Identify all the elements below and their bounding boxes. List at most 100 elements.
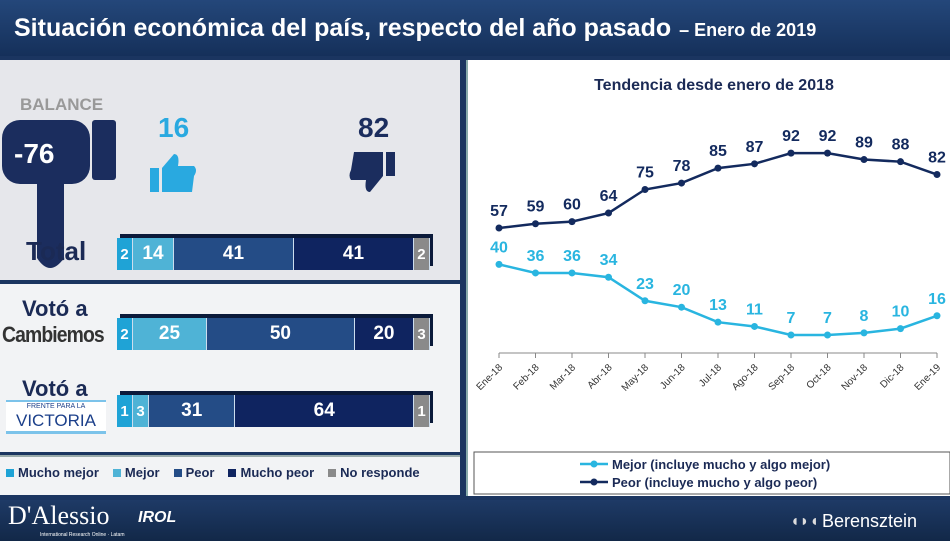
data-point [605,209,612,217]
balance-value: -76 [14,138,55,169]
data-point [824,149,831,157]
bar-segment-mucho-mejor: 2 [117,238,133,270]
footer: D'Alessio IROL International Research On… [0,500,950,541]
berensztein-icon: ◖◗◖ [790,513,819,530]
data-point [787,149,795,157]
data-point [568,218,576,226]
x-tick-label: Abr-18 [586,362,615,391]
data-label: 60 [563,197,581,214]
data-point [751,322,758,330]
data-point [933,171,941,179]
stacked-bar-total: 2 14 41 41 2 [117,238,430,270]
legend-swatch [6,469,14,477]
data-point [532,220,539,228]
thumbs-down-icon [349,152,395,192]
legend-swatch [228,469,237,477]
legend-marker [590,460,598,468]
bar-segment-peor: 41 [173,238,294,270]
data-point [787,331,795,339]
legend-item: No responde [328,465,420,480]
x-tick-label: Dic-18 [878,362,907,391]
data-point [933,312,941,320]
legend-item: Mucho mejor [6,465,99,480]
data-label: 87 [746,139,764,156]
legend-item: Mejor [112,465,160,480]
bar-segment-mucho-peor: 64 [235,395,414,427]
chart-legend-box [473,451,950,495]
data-point [714,164,722,172]
data-point [897,325,904,333]
x-tick-label: Jul-18 [697,362,724,389]
trend-panel: Tendencia desde enero de 2018 Ene-18 Feb-… [466,60,950,496]
data-point [532,269,539,277]
bar-segment-mejor: 14 [133,238,174,270]
bar-segment-peor: 31 [149,395,236,427]
legend-label: Peor [185,465,215,480]
cambiemos-logo: Cambiemos [2,322,105,347]
data-point [678,179,685,187]
data-label: 10 [892,304,910,321]
data-point [495,224,503,232]
bar-segment-peor: 50 [206,318,355,350]
legend-item: Mucho peor [228,465,314,480]
thumbs-up-icon [150,154,196,192]
header: Situación económica del país, respecto d… [0,0,950,56]
trend-line-chart: Tendencia desde enero de 2018 Ene-18 Feb-… [473,77,950,495]
data-label: 11 [746,301,763,318]
page-subtitle: – Enero de 2019 [679,19,817,40]
page-title: Situación económica del país, respecto d… [14,13,672,42]
x-tick-label: Oct-18 [805,362,834,391]
fpv-logo: FRENTE PARA LA VICTORIA [6,400,106,434]
dalessio-logo: D'Alessio [8,501,110,530]
series-line-peor [498,151,938,230]
legend-label: Mejor (incluye mucho y algo mejor) [612,457,830,472]
data-label: 78 [673,158,691,175]
data-point [897,158,904,166]
x-tick-label: Feb-18 [511,362,541,392]
legend-marker [590,478,598,486]
data-point [824,331,831,339]
data-label: 7 [823,310,832,327]
data-point [641,297,649,305]
data-point [860,329,868,337]
data-label: 57 [490,203,508,220]
data-label: 16 [928,291,946,308]
data-label: 40 [490,239,508,256]
bar-segment-mucho-mejor: 1 [117,395,133,427]
data-point [751,160,758,168]
data-label: 36 [527,248,545,265]
stacked-bar-cambiemos: 2 25 50 20 3 [117,318,430,350]
x-tick-label: Sep-18 [767,362,798,393]
better-total: 16 [158,112,190,143]
bar-segment-mejor: 3 [133,395,149,427]
legend-label: No responde [340,465,420,480]
data-point [714,318,722,326]
x-tick-label: May-18 [620,362,652,394]
data-point [495,260,503,268]
legend-label: Peor (incluye mucho y algo peor) [612,475,817,490]
data-label: 20 [673,282,691,299]
data-label: 82 [928,150,946,167]
bar-segment-no-responde: 2 [413,238,430,270]
x-tick-label: Ago-18 [730,362,761,393]
data-label: 85 [709,143,727,160]
x-tick-label: Ene-18 [475,362,506,393]
data-point [568,269,576,277]
legend-label: Mucho mejor [18,465,99,480]
legend-swatch [328,469,337,477]
data-label: 92 [819,128,837,145]
data-label: 92 [782,128,800,145]
stacked-bar-fpv: 1 3 31 64 1 [117,395,430,427]
chart-title: Tendencia desde enero de 2018 [594,77,834,94]
data-label: 89 [855,135,873,152]
data-label: 64 [600,188,618,205]
data-label: 34 [600,252,618,269]
row-label-total: Total [26,236,87,266]
berensztein-logo: Berensztein [822,511,918,531]
bar-segment-no-responde: 3 [413,318,430,350]
irol-subtitle: International Research Online · Latam [40,532,125,538]
legend-item: Peor [173,465,215,480]
bar-segment-mejor: 25 [133,318,207,350]
data-point [641,186,649,193]
data-label: 59 [527,199,545,216]
